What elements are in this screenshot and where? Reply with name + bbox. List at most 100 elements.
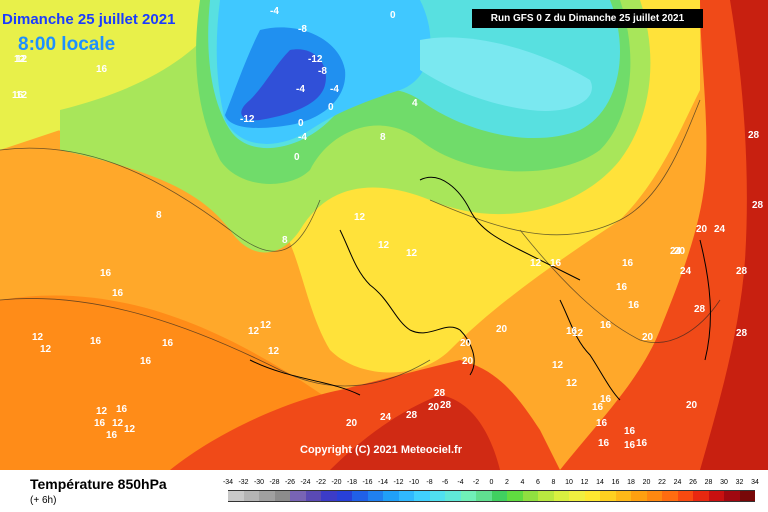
isotherm-label: 28 xyxy=(434,388,446,399)
run-info-banner: Run GFS 0 Z du Dimanche 25 juillet 2021 xyxy=(472,9,703,28)
scale-tick-label: -34 xyxy=(222,479,234,486)
scale-tick-label: -18 xyxy=(346,479,358,486)
scale-tick-label: 10 xyxy=(565,479,573,486)
isotherm-label: -12 xyxy=(240,114,255,125)
isotherm-label: 16 xyxy=(624,426,636,437)
isotherm-label: 16 xyxy=(96,64,108,75)
scale-tick-label: 4 xyxy=(520,479,525,486)
scale-tick-label: 26 xyxy=(689,479,697,486)
cyan-zone-east xyxy=(420,37,592,111)
scale-tick-label: 16 xyxy=(611,479,620,486)
temperature-map: 12 16 12 16 12 8 -4 -8 -12 -8 -4 -12 0 -4 0 -4 0 4 0 8 8 12 12… xyxy=(0,0,768,470)
legend-footer: Température 850hPa (+ 6h) -34 -32 -30 -28 -2… xyxy=(0,470,768,512)
isotherm-label: 12 xyxy=(16,54,28,65)
isotherm-label: 28 xyxy=(694,304,706,315)
scale-tick-label: -12 xyxy=(393,479,404,486)
isotherm-label: 12 xyxy=(406,248,418,259)
scale-swatch xyxy=(553,490,569,502)
isotherm-label: 20 xyxy=(696,224,708,235)
isotherm-label: 28 xyxy=(748,130,760,141)
isotherm-label: 20 xyxy=(346,418,358,429)
isotherm-label: 16 xyxy=(90,336,102,347)
scale-swatch xyxy=(615,490,631,502)
scale-swatch xyxy=(259,490,275,502)
scale-tick-label: -20 xyxy=(331,479,342,486)
copyright-notice: Copyright (C) 2021 Meteociel.fr xyxy=(300,444,462,456)
isotherm-label: 16 xyxy=(622,258,634,269)
isotherm-label: 24 xyxy=(680,266,692,277)
isotherm-label: 16 xyxy=(624,440,636,451)
scale-swatch xyxy=(739,490,755,502)
isotherm-label: 16 xyxy=(116,404,128,415)
coastlines xyxy=(249,176,711,401)
scale-swatch xyxy=(228,490,244,502)
scale-swatch xyxy=(584,490,600,502)
isotherm-label: -4 xyxy=(298,132,307,143)
scale-swatch xyxy=(305,490,321,502)
forecast-local-time: 8:00 locale xyxy=(18,34,116,55)
isotherm-label: 16 xyxy=(100,268,112,279)
scale-tick-label: -24 xyxy=(300,479,311,486)
isotherm-label: 0 xyxy=(294,152,300,163)
scale-tick-label: 22 xyxy=(658,479,666,486)
scale-swatch xyxy=(631,490,647,502)
isotherm-label: 28 xyxy=(752,200,764,211)
isotherm-label: 28 xyxy=(406,410,418,421)
yellow-green-zone-west xyxy=(0,0,230,150)
isotherm-label: 8 xyxy=(282,235,288,246)
scale-swatch xyxy=(429,490,445,502)
scale-tick-label: 20 xyxy=(642,479,651,486)
isotherm-label: -4 xyxy=(330,84,339,95)
scale-tick-label: 8 xyxy=(551,479,556,486)
isotherm-label: 12 xyxy=(566,378,578,389)
scale-swatch xyxy=(321,490,337,502)
scale-swatch xyxy=(693,490,709,502)
scale-swatch xyxy=(243,490,259,502)
isotherm-label: 20 xyxy=(642,332,654,343)
isotherm-label: 0 xyxy=(298,118,304,129)
scale-swatch xyxy=(677,490,693,502)
isotherm-label: 16 xyxy=(600,320,612,331)
scale-tick-label: 6 xyxy=(536,479,540,486)
isotherm-label: -4 xyxy=(270,6,279,17)
isotherm-label: 12 xyxy=(16,90,28,101)
scale-tick-label: -6 xyxy=(441,479,449,486)
scale-swatch xyxy=(708,490,724,502)
scale-swatch xyxy=(522,490,538,502)
isotherm-label: 20 xyxy=(674,246,686,257)
isotherm-label: 20 xyxy=(686,400,698,411)
isotherm-label: 16 xyxy=(636,438,648,449)
isotherm-label: 12 xyxy=(268,346,280,357)
scale-swatch xyxy=(290,490,306,502)
isotherm-label: 12 xyxy=(14,54,26,65)
scale-tick-label: -22 xyxy=(315,479,327,486)
scale-swatch xyxy=(414,490,430,502)
isotherm-label: 24 xyxy=(714,224,726,235)
isotherm-label: 16 xyxy=(600,394,612,405)
isotherm-label: 20 xyxy=(428,402,440,413)
scale-tick-label: 2 xyxy=(505,479,509,486)
isotherm-label: -4 xyxy=(296,84,305,95)
isotherm-label: 16 xyxy=(162,338,174,349)
isotherm-label: 12 xyxy=(354,212,366,223)
isotherm-label: 12 xyxy=(96,406,108,417)
scale-swatch xyxy=(476,490,492,502)
scale-swatch xyxy=(274,490,290,502)
scale-tick-label: -26 xyxy=(284,479,296,486)
isotherm-label: 12 xyxy=(552,360,564,371)
scale-swatch xyxy=(662,490,678,502)
forecast-date: Dimanche 25 juillet 2021 xyxy=(2,11,176,28)
isotherm-label: 16 xyxy=(94,418,106,429)
scale-tick-label: 34 xyxy=(751,479,759,486)
isotherm-label: 16 xyxy=(12,90,24,101)
isotherm-label: 16 xyxy=(592,402,604,413)
very-hot-zone-east xyxy=(700,0,768,470)
isotherm-label: 20 xyxy=(460,338,472,349)
scale-swatch xyxy=(445,490,461,502)
deep-blue-core xyxy=(241,49,326,121)
scale-swatch xyxy=(646,490,662,502)
isotherm-label: 24 xyxy=(670,246,682,257)
scale-tick-label: 30 xyxy=(720,479,728,486)
scale-tick-label: 18 xyxy=(627,479,635,486)
scale-tick-label: 24 xyxy=(673,479,682,486)
